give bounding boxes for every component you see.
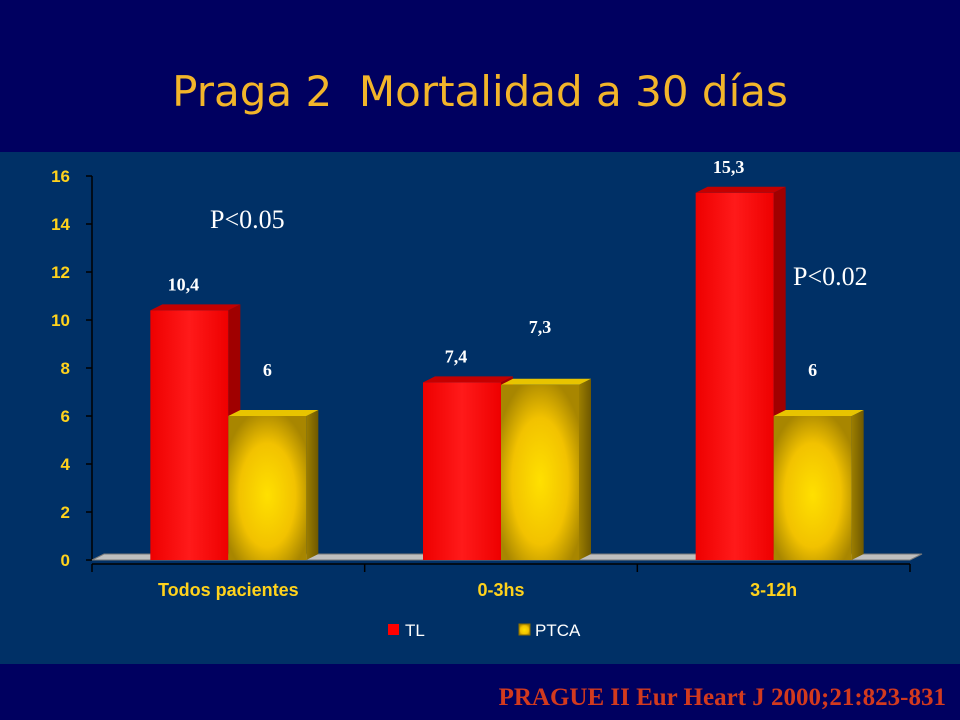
bar-front <box>423 382 501 560</box>
bar-side <box>579 378 591 560</box>
bar-tl <box>150 304 241 560</box>
y-tick-label: 12 <box>51 263 70 282</box>
y-tick-label: 6 <box>61 407 70 426</box>
data-label: 6 <box>263 360 272 380</box>
bar-front <box>501 384 579 560</box>
data-labels: 10,4 6 7,4 7,3 15,3 6 <box>168 157 818 380</box>
legend-swatch-tl <box>388 624 399 635</box>
x-category-label: 3-12h <box>750 580 797 600</box>
bar-top <box>695 186 786 193</box>
data-label: 7,4 <box>445 346 468 366</box>
y-tick-label: 2 <box>61 503 70 522</box>
bar-top <box>423 376 513 383</box>
bar-chart: 0 2 4 6 8 10 12 14 16 Todos pacientes 0-3hs 3-12h 1… <box>51 157 923 640</box>
chart-panel: 0 2 4 6 8 10 12 14 16 Todos pacientes 0-3hs 3-12h 1… <box>0 152 960 664</box>
y-tick-label: 4 <box>61 455 71 474</box>
legend-label-tl: TL <box>405 621 425 640</box>
bar-top <box>228 410 319 416</box>
x-category-label: Todos pacientes <box>158 580 299 600</box>
legend-swatch-ptca <box>518 623 531 636</box>
data-label: 7,3 <box>529 317 552 337</box>
bars <box>150 186 864 561</box>
y-tick-label: 0 <box>61 551 70 570</box>
data-label: 15,3 <box>713 157 745 177</box>
bar-tl <box>423 376 513 560</box>
legend: TL PTCA <box>388 621 581 640</box>
y-tick-label: 8 <box>61 359 70 378</box>
slide-title: Praga 2 Mortalidad a 30 días <box>172 67 788 116</box>
data-label: 10,4 <box>168 274 200 294</box>
y-tick-label: 14 <box>51 215 70 234</box>
bar-side <box>851 410 864 560</box>
p-value-annotation-2: P<0.02 <box>793 262 868 291</box>
bar-top <box>150 304 241 311</box>
y-tick-label: 10 <box>51 311 70 330</box>
bar-front <box>773 416 852 560</box>
bar-side <box>306 410 319 560</box>
y-tick-label: 16 <box>51 167 70 186</box>
bar-ptca <box>228 410 319 560</box>
p-value-annotation-1: P<0.05 <box>210 205 285 234</box>
legend-label-ptca: PTCA <box>535 621 581 640</box>
citation: PRAGUE II Eur Heart J 2000;21:823-831 <box>498 684 946 711</box>
bar-ptca <box>501 378 591 560</box>
bar-ptca <box>773 410 864 560</box>
bar-top <box>501 378 591 385</box>
bar-front <box>695 192 774 561</box>
bar-front <box>150 310 229 560</box>
bar-tl <box>695 186 786 561</box>
axes: 0 2 4 6 8 10 12 14 16 Todos pacientes 0-3hs 3-12h <box>51 167 911 600</box>
data-label: 6 <box>808 360 817 380</box>
bar-front <box>228 416 307 560</box>
bar-top <box>773 410 864 416</box>
x-category-label: 0-3hs <box>477 580 524 600</box>
